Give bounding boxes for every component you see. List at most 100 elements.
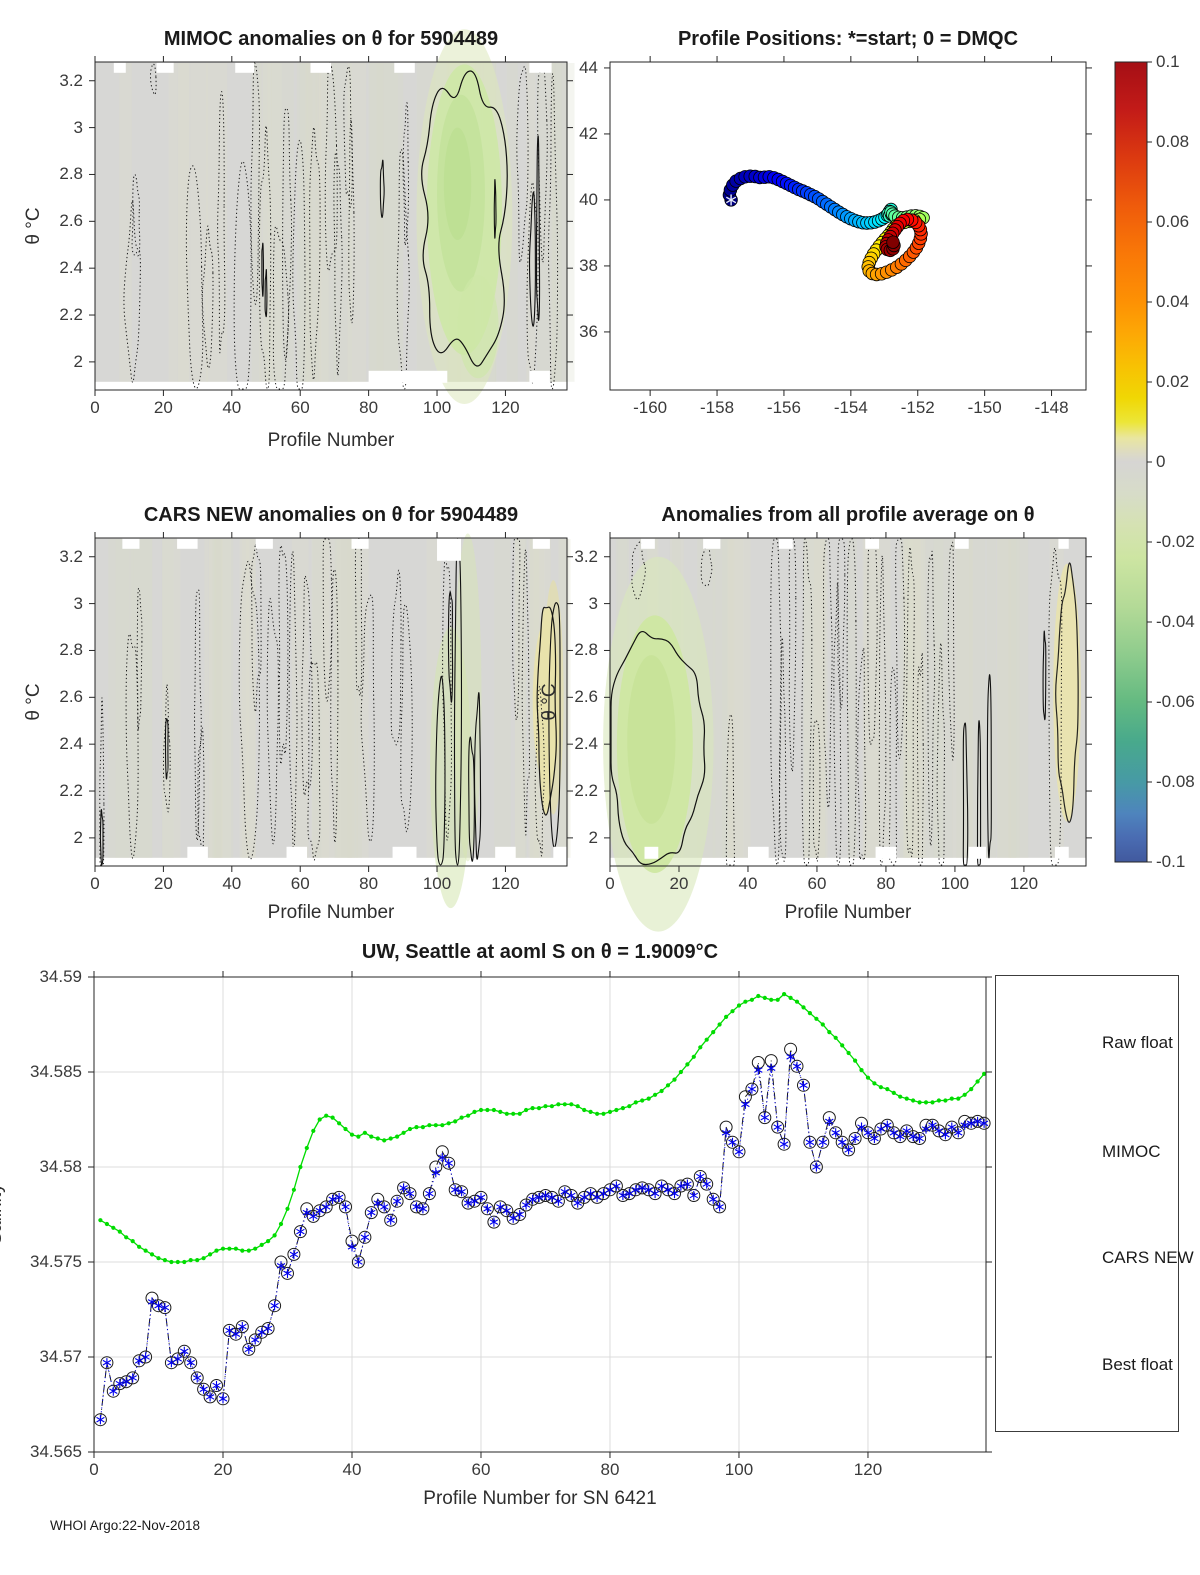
x-tick-label: 60 — [290, 398, 310, 417]
x-tick-label: 40 — [222, 398, 242, 417]
legend-label-best-float: Best float — [1102, 1355, 1173, 1374]
y-tick-label: 34.58 — [39, 1157, 82, 1176]
x-tick-label: -160 — [633, 398, 668, 417]
xlabel-mimoc: Profile Number — [267, 430, 395, 451]
footer-datestamp: WHOI Argo:22-Nov-2018 — [50, 1518, 201, 1533]
x-tick-label: 40 — [738, 874, 758, 893]
y-tick-label: 2.8 — [59, 640, 83, 660]
y-tick-label: 3.2 — [574, 546, 598, 566]
y-tick-label: 2.6 — [59, 211, 83, 231]
colorbar-tick-label: 0.1 — [1156, 52, 1180, 71]
y-tick-label: 3 — [588, 593, 598, 613]
x-tick-label: -158 — [700, 398, 735, 417]
y-tick-label: 2.8 — [59, 164, 83, 184]
title-avg-panel: Anomalies from all profile average on θ — [661, 504, 1035, 526]
x-tick-label: -154 — [833, 398, 868, 417]
y-tick-label: 34.585 — [30, 1062, 82, 1081]
title-cars-panel: CARS NEW anomalies on θ for 5904489 — [143, 504, 519, 526]
x-tick-label: 120 — [491, 398, 520, 417]
colorbar-tick-label: 0.06 — [1156, 212, 1190, 231]
x-tick-label: 0 — [605, 874, 615, 893]
start-asterisk-marker — [725, 194, 737, 206]
y-tick-label: 3 — [73, 593, 83, 613]
title-mimoc-panel: MIMOC anomalies on θ for 5904489 — [163, 28, 499, 50]
y-tick-label: 34.565 — [30, 1442, 82, 1461]
xlabel-avg: Profile Number — [784, 902, 912, 923]
panel-mimoc-anomaly — [94, 29, 575, 405]
x-tick-label: 120 — [491, 874, 520, 893]
title-salinity-panel: UW, Seattle at aoml S on θ = 1.9009°C — [361, 941, 719, 963]
x-tick-label: 100 — [422, 398, 452, 417]
y-tick-label: 2 — [73, 827, 83, 847]
y-tick-label: 3.2 — [59, 70, 83, 90]
x-tick-label: 0 — [90, 874, 100, 893]
y-tick-label: 44 — [579, 57, 598, 77]
colorbar-tick-label: 0 — [1156, 452, 1166, 471]
x-tick-label: 20 — [153, 874, 173, 893]
y-tick-label: 40 — [579, 189, 598, 209]
y-tick-label: 38 — [579, 255, 598, 275]
legend-label-mimoc: MIMOC — [1102, 1142, 1161, 1161]
colorbar-tick-label: 0.04 — [1156, 292, 1190, 311]
colorbar-tick-label: -0.04 — [1156, 612, 1195, 631]
colorbar-tick-label: 0.08 — [1156, 132, 1190, 151]
legend-label-cars-new: CARS NEW — [1102, 1248, 1194, 1267]
x-tick-label: 120 — [1009, 874, 1039, 893]
y-tick-label: 3 — [73, 117, 83, 137]
panel-salinity-series — [88, 971, 992, 1458]
x-tick-label: 60 — [471, 1460, 491, 1479]
y-tick-label: 2.2 — [574, 781, 598, 801]
colorbar-tick-label: -0.06 — [1156, 692, 1195, 711]
y-tick-label: 34.57 — [39, 1347, 82, 1366]
panel-profile-positions-map — [604, 56, 1092, 396]
xlabel-cars: Profile Number — [267, 902, 395, 923]
x-tick-label: 100 — [724, 1460, 754, 1479]
y-tick-label: 2 — [73, 351, 83, 371]
colorbar-tick-label: -0.1 — [1156, 852, 1186, 871]
y-tick-label: 2.2 — [59, 781, 83, 801]
y-tick-label: 42 — [579, 123, 598, 143]
x-tick-label: 100 — [940, 874, 970, 893]
legend-label-raw-float: Raw float — [1102, 1033, 1173, 1052]
x-tick-label: 20 — [213, 1460, 233, 1479]
x-tick-label: 100 — [422, 874, 452, 893]
x-tick-label: -148 — [1034, 398, 1069, 417]
ylabel-salinity: Salinity — [0, 1183, 6, 1245]
y-tick-label: 3.2 — [59, 546, 83, 566]
colorbar — [1114, 61, 1152, 863]
title-map-panel: Profile Positions: *=start; 0 = DMQC — [677, 28, 1019, 50]
x-tick-label: -156 — [766, 398, 801, 417]
y-tick-label: 2 — [588, 827, 598, 847]
profile-position-dots — [722, 169, 930, 282]
x-tick-label: 20 — [669, 874, 689, 893]
x-tick-label: 80 — [359, 874, 379, 893]
x-tick-label: -152 — [900, 398, 935, 417]
legend-box — [995, 975, 1179, 1432]
y-tick-label: 2.4 — [59, 258, 83, 278]
y-tick-label: 2.4 — [574, 734, 598, 754]
y-tick-label: 34.59 — [39, 967, 82, 986]
x-tick-label: 0 — [89, 1460, 99, 1479]
y-tick-label: 34.575 — [30, 1252, 82, 1271]
xlabel-salinity: Profile Number for SN 6421 — [423, 1488, 657, 1509]
x-tick-label: 20 — [153, 398, 173, 417]
colorbar-tick-label: -0.08 — [1156, 772, 1195, 791]
x-tick-label: 40 — [342, 1460, 362, 1479]
y-tick-label: 2.6 — [59, 687, 83, 707]
x-tick-label: 40 — [222, 874, 242, 893]
y-tick-label: 2.8 — [574, 640, 598, 660]
y-tick-label: 2.2 — [59, 305, 83, 325]
panel-cars-anomaly — [94, 533, 571, 909]
x-tick-label: 120 — [853, 1460, 883, 1479]
x-tick-label: 80 — [600, 1460, 620, 1479]
axes-cars — [89, 532, 573, 872]
raw-float-asterisk-markers — [96, 1052, 989, 1425]
x-tick-label: 60 — [807, 874, 827, 893]
y-tick-label: 36 — [579, 321, 598, 341]
x-tick-label: 0 — [90, 398, 100, 417]
x-tick-label: 80 — [876, 874, 896, 893]
y-tick-label: 2.4 — [59, 734, 83, 754]
colorbar-tick-label: -0.02 — [1156, 532, 1195, 551]
